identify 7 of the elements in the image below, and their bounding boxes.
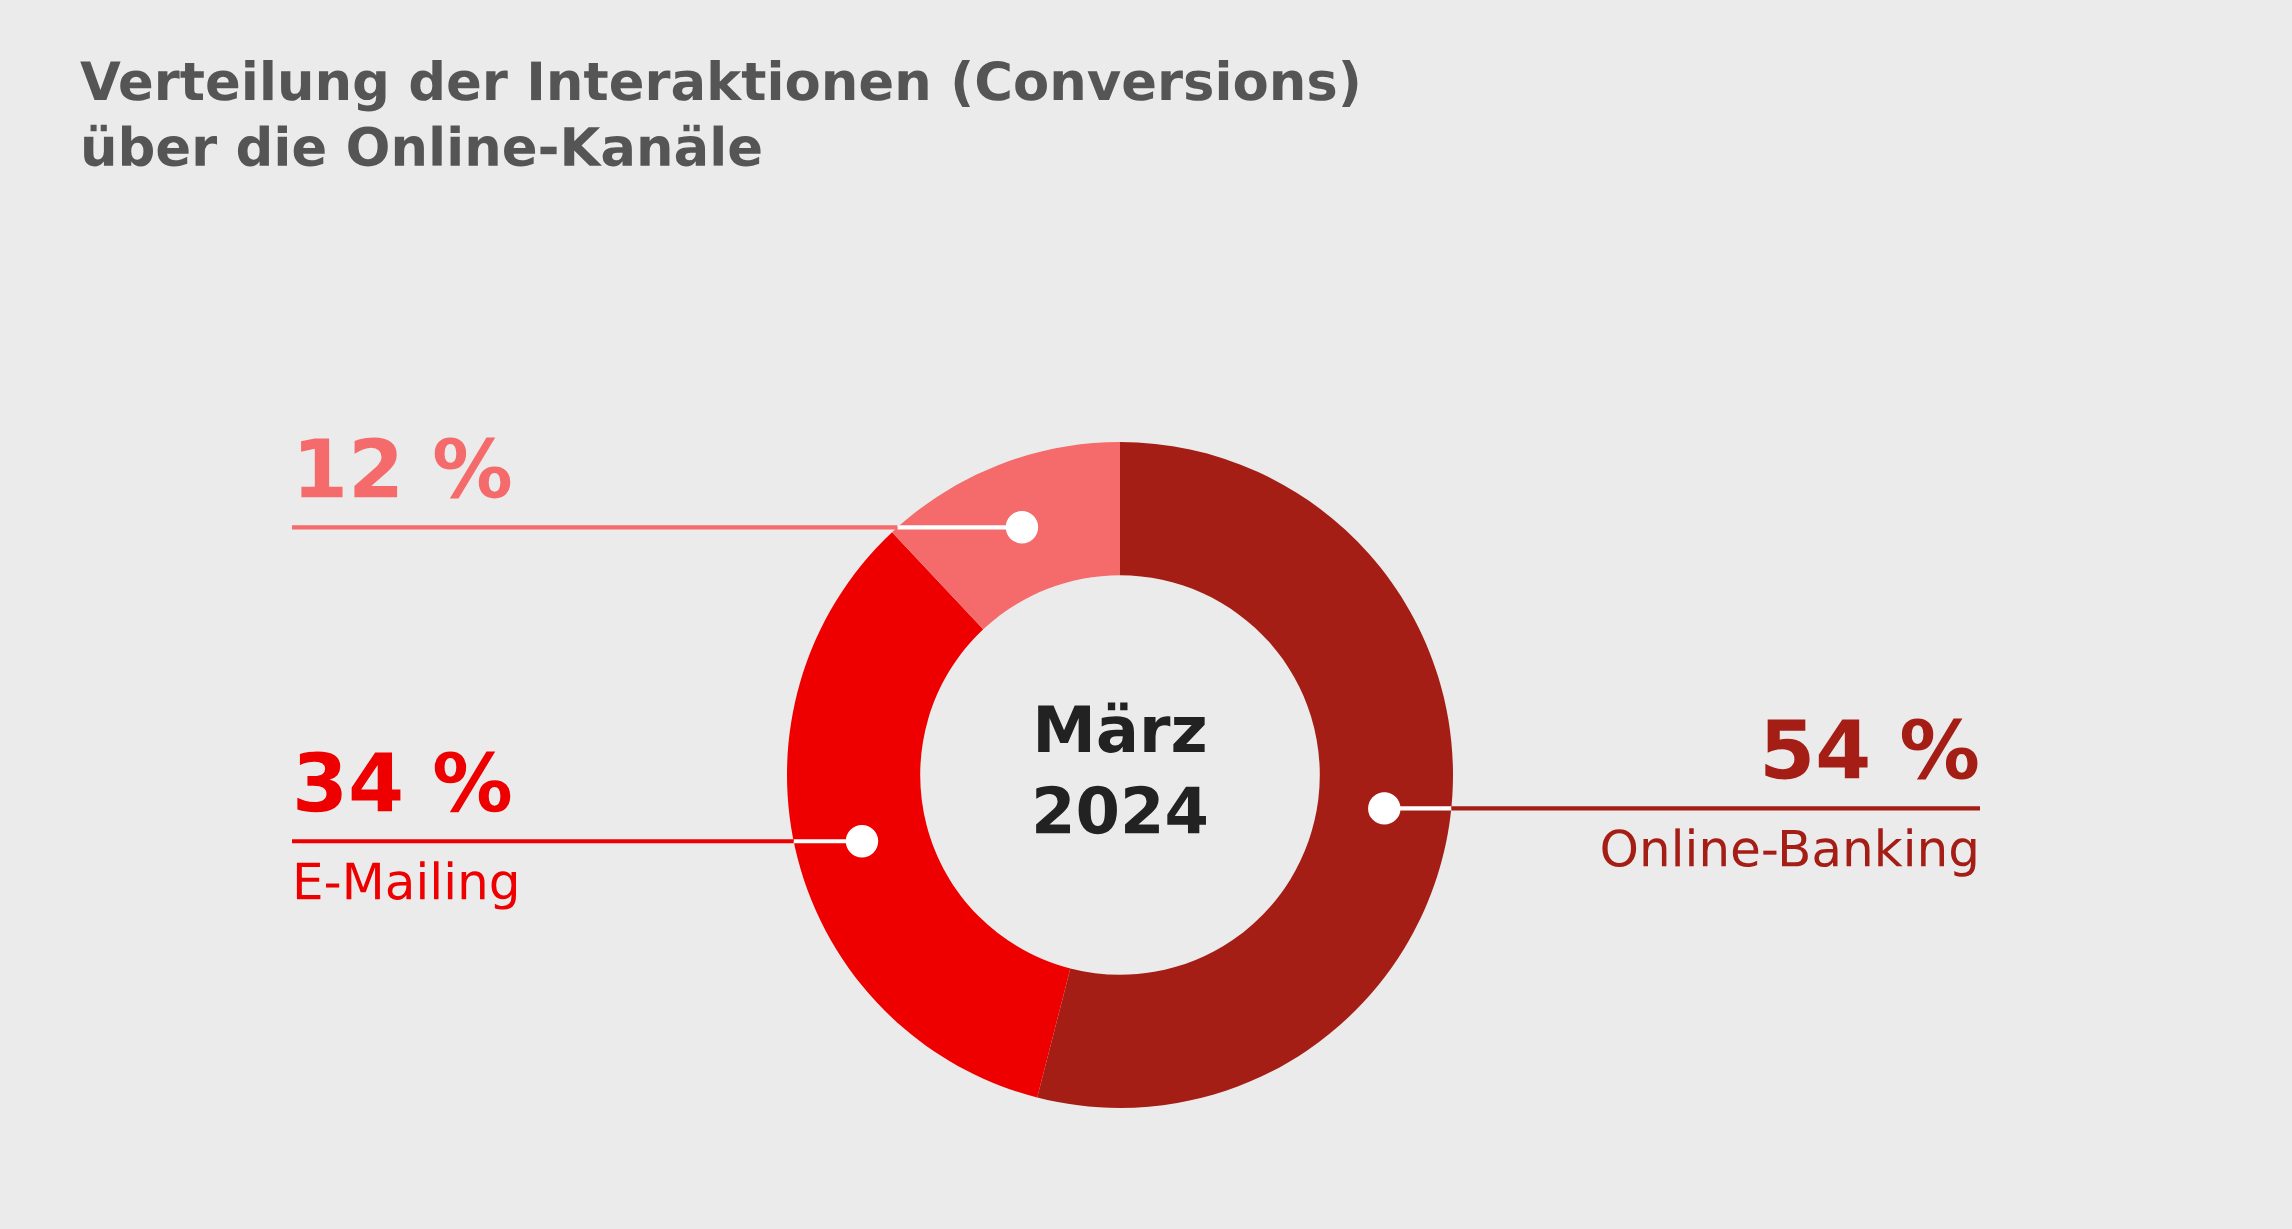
slice-label: Online-Banking	[1602, 828, 1976, 877]
data-label: 34 %	[297, 751, 511, 813]
data-label: 12 %	[301, 437, 511, 499]
text: März 2024	[1036, 702, 1206, 835]
data-label: 54 %	[1765, 718, 1978, 780]
slice-label: E-Mailing	[296, 861, 516, 910]
chart-title: Verteilung der Interaktionen (Conversions) über die Online-Kanäle	[80, 60, 1358, 167]
